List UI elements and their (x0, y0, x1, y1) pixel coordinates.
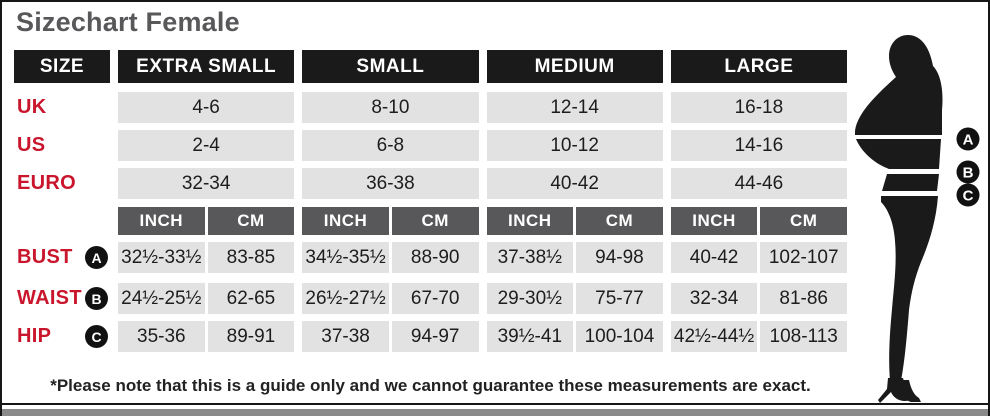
cell-us-xs: 2-4 (118, 130, 295, 161)
cell-waist-xs-inch: 24½-25½ (118, 283, 205, 314)
row-label-bust: BUST (17, 246, 73, 268)
cell-bust-m-inch: 37-38½ (486, 242, 574, 273)
cell-waist-m-cm: 75-77 (576, 283, 663, 314)
cell-hip-l-inch: 42½-44½ (670, 321, 758, 352)
row-label-waist: WAIST (17, 287, 82, 309)
unit-cm: CM (207, 207, 295, 235)
bust-m-group: 37-38½ 94-98 (486, 242, 663, 273)
row-us: US 2-4 6-8 10-12 14-16 (14, 130, 847, 161)
unit-header-l: INCH CM (670, 207, 847, 235)
unit-cm: CM (391, 207, 479, 235)
row-label-uk: UK (17, 96, 47, 118)
unit-inch: INCH (486, 207, 574, 235)
cell-hip-s-cm: 94-97 (391, 321, 479, 352)
bust-marker-a-icon: A (85, 246, 108, 269)
waist-xs-group: 24½-25½ 62-65 (118, 283, 295, 314)
unit-header-xs: INCH CM (118, 207, 295, 235)
row-header-waist: WAIST B (14, 283, 110, 314)
female-silhouette (855, 35, 943, 403)
cell-uk-xs: 4-6 (118, 92, 295, 123)
cell-hip-s-inch: 37-38 (302, 321, 389, 352)
waist-m-group: 29-30½ 75-77 (486, 283, 663, 314)
cell-uk-s: 8-10 (302, 92, 479, 123)
figure-marker-c-icon: C (956, 183, 980, 207)
unit-header-s: INCH CM (302, 207, 479, 235)
bust-s-group: 34½-35½ 88-90 (302, 242, 479, 273)
unit-inch: INCH (302, 207, 389, 235)
hip-m-group: 39½-41 100-104 (486, 321, 663, 352)
hip-l-group: 42½-44½ 108-113 (670, 321, 847, 352)
svg-text:B: B (963, 164, 974, 181)
row-label-euro: EURO (17, 172, 76, 194)
col-header-large: LARGE (670, 50, 847, 83)
cell-bust-xs-cm: 83-85 (207, 242, 295, 273)
bottom-divider (2, 403, 988, 405)
cell-waist-m-inch: 29-30½ (486, 283, 574, 314)
page-title: Sizechart Female (16, 7, 240, 37)
cell-bust-l-cm: 102-107 (760, 242, 847, 273)
cell-uk-l: 16-18 (670, 92, 847, 123)
unit-header-m: INCH CM (486, 207, 663, 235)
cell-waist-l-cm: 81-86 (760, 283, 847, 314)
hip-s-group: 37-38 94-97 (302, 321, 479, 352)
cell-uk-m: 12-14 (486, 92, 663, 123)
row-hip: HIP C 35-36 89-91 37-38 94-97 39½-41 100… (14, 321, 847, 352)
row-label-hip: HIP (17, 325, 52, 347)
unit-cm: CM (760, 207, 847, 235)
cell-bust-l-inch: 40-42 (670, 242, 758, 273)
cell-hip-xs-cm: 89-91 (207, 321, 295, 352)
cell-hip-l-cm: 108-113 (760, 321, 847, 352)
cell-waist-xs-cm: 62-65 (207, 283, 295, 314)
cell-hip-xs-inch: 35-36 (118, 321, 205, 352)
row-label-us: US (17, 134, 46, 156)
cell-euro-l: 44-46 (670, 168, 847, 199)
cell-us-l: 14-16 (670, 130, 847, 161)
hip-marker-c-icon: C (85, 325, 108, 348)
cell-us-s: 6-8 (302, 130, 479, 161)
row-euro: EURO 32-34 36-38 40-42 44-46 (14, 168, 847, 199)
cell-bust-xs-inch: 32½-33½ (118, 242, 205, 273)
figure-marker-a-icon: A (956, 127, 980, 151)
waist-s-group: 26½-27½ 67-70 (302, 283, 479, 314)
cell-hip-m-cm: 100-104 (576, 321, 663, 352)
bust-l-group: 40-42 102-107 (670, 242, 847, 273)
female-silhouette-graphic: A B C (855, 35, 980, 403)
cell-bust-s-cm: 88-90 (391, 242, 479, 273)
cell-euro-m: 40-42 (486, 168, 663, 199)
hip-xs-group: 35-36 89-91 (118, 321, 295, 352)
cell-us-m: 10-12 (486, 130, 663, 161)
bottom-gray-bar (2, 409, 988, 416)
cell-waist-l-inch: 32-34 (670, 283, 758, 314)
row-uk: UK 4-6 8-10 12-14 16-18 (14, 92, 847, 123)
cell-bust-m-cm: 94-98 (576, 242, 663, 273)
cell-bust-s-inch: 34½-35½ (302, 242, 389, 273)
bust-xs-group: 32½-33½ 83-85 (118, 242, 295, 273)
unit-header-spacer (14, 207, 110, 235)
waist-marker-b-icon: B (85, 287, 108, 310)
unit-inch: INCH (118, 207, 205, 235)
cell-euro-s: 36-38 (302, 168, 479, 199)
cell-waist-s-cm: 67-70 (391, 283, 479, 314)
col-header-small: SMALL (302, 50, 479, 83)
row-bust: BUST A 32½-33½ 83-85 34½-35½ 88-90 37-38… (14, 242, 847, 273)
unit-header-row: INCH CM INCH CM INCH CM INCH CM (14, 207, 847, 235)
unit-cm: CM (576, 207, 663, 235)
cell-waist-s-inch: 26½-27½ (302, 283, 389, 314)
cell-hip-m-inch: 39½-41 (486, 321, 574, 352)
col-header-medium: MEDIUM (486, 50, 663, 83)
svg-text:C: C (963, 187, 974, 204)
figure-marker-b-icon: B (956, 160, 980, 184)
row-header-bust: BUST A (14, 242, 110, 273)
svg-text:A: A (963, 131, 974, 148)
size-header-row: SIZE EXTRA SMALL SMALL MEDIUM LARGE (14, 50, 847, 83)
waist-l-group: 32-34 81-86 (670, 283, 847, 314)
unit-inch: INCH (670, 207, 758, 235)
col-header-extra-small: EXTRA SMALL (118, 50, 295, 83)
disclaimer-note: *Please note that this is a guide only a… (50, 376, 811, 395)
cell-euro-xs: 32-34 (118, 168, 295, 199)
row-waist: WAIST B 24½-25½ 62-65 26½-27½ 67-70 29-3… (14, 283, 847, 314)
row-header-hip: HIP C (14, 321, 110, 352)
col-header-size: SIZE (14, 50, 110, 83)
